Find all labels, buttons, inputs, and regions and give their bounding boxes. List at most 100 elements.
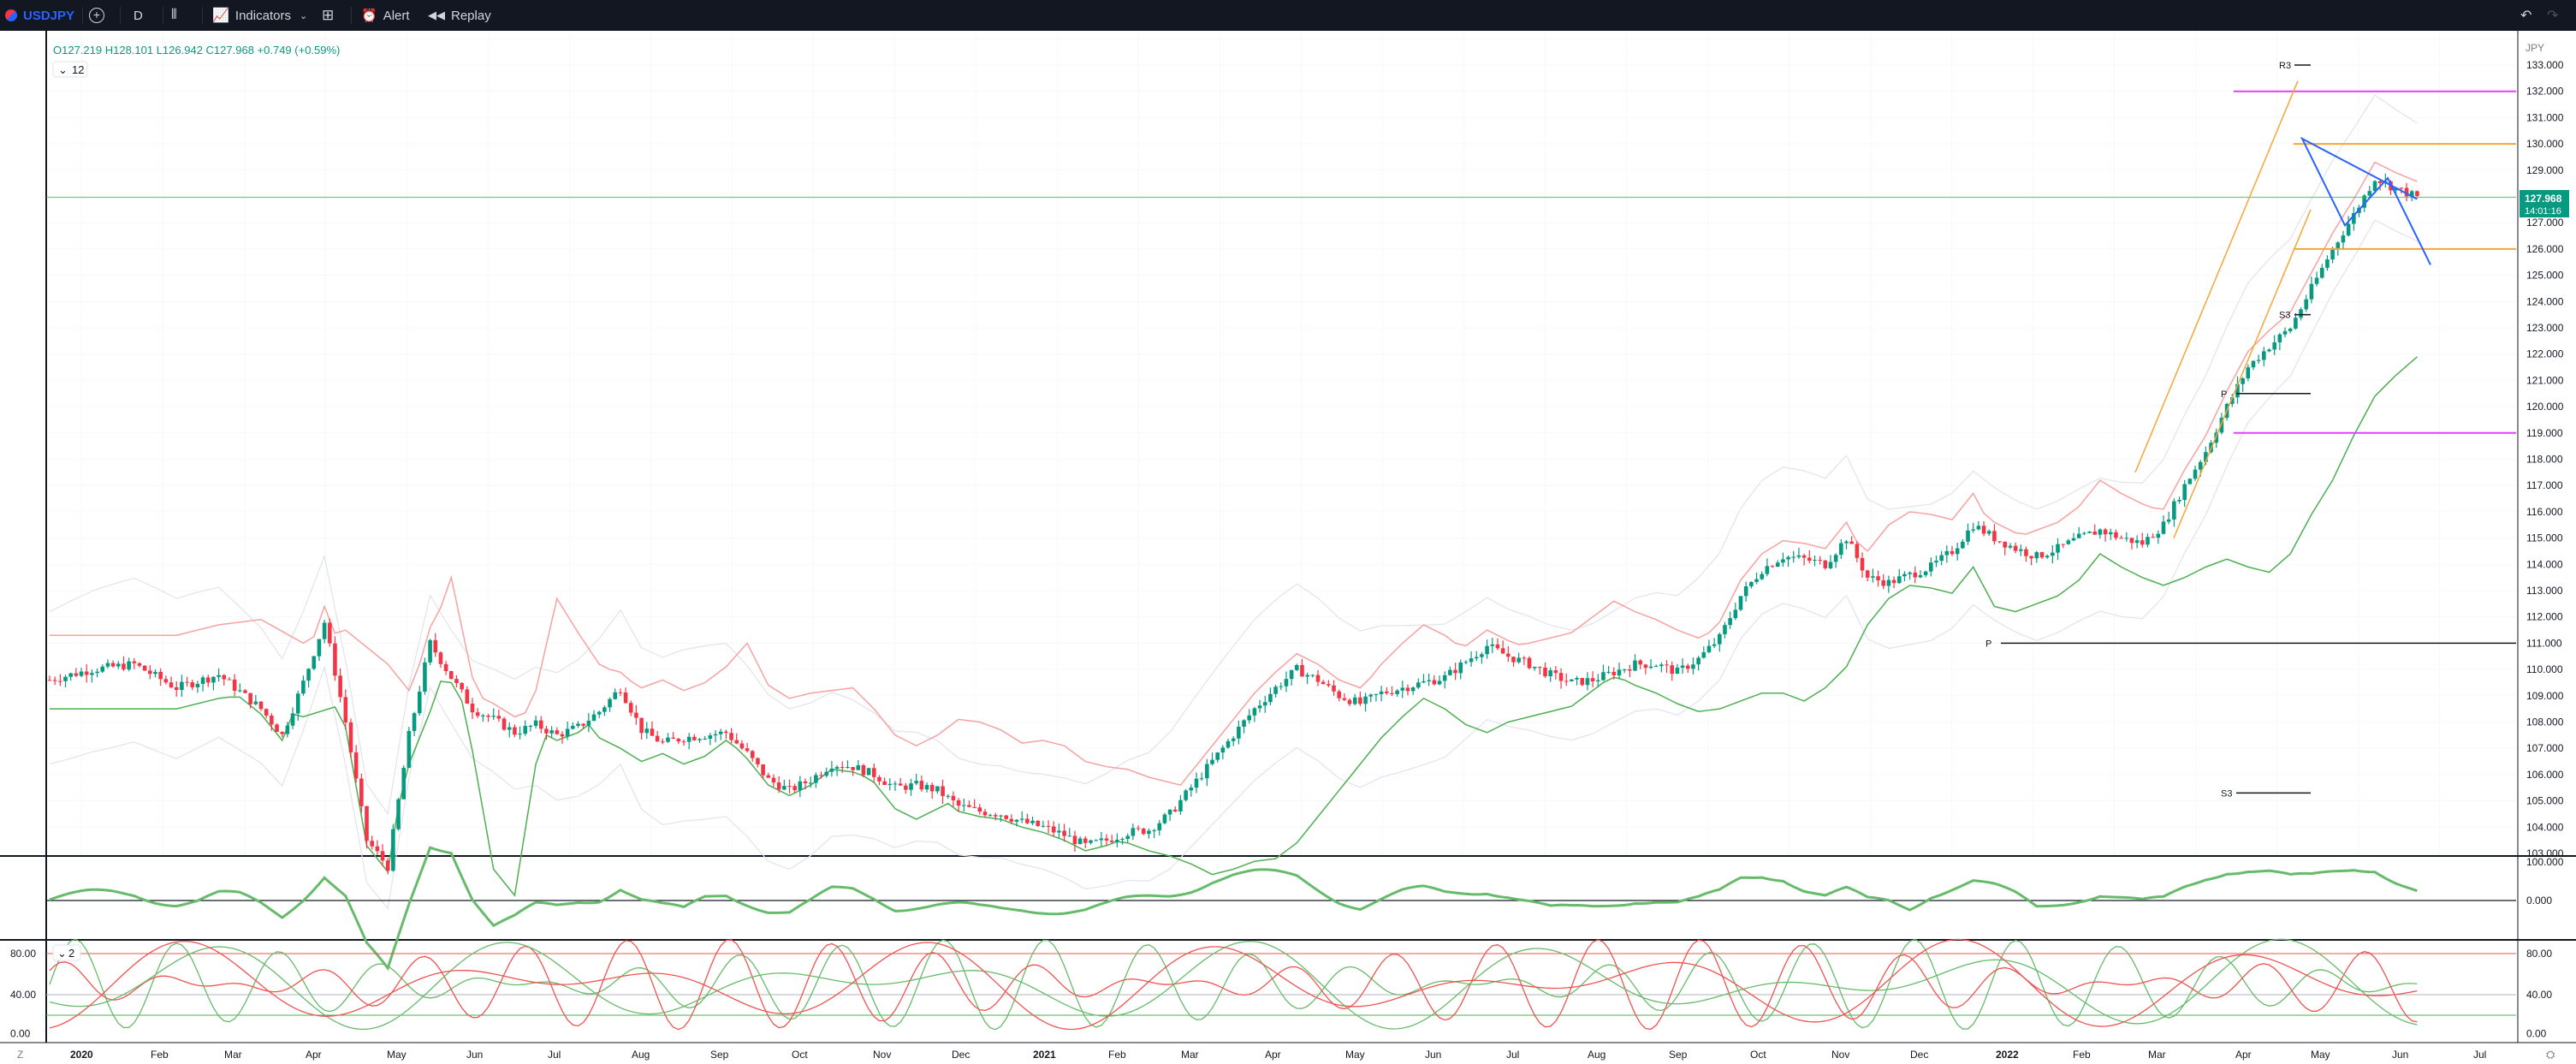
indicators-button[interactable]: 📈 Indicators — [212, 0, 291, 31]
price-tick: 115.000 — [2526, 532, 2563, 544]
candle-body — [776, 782, 781, 790]
compare-button[interactable]: + — [89, 0, 104, 31]
candle-body — [1944, 550, 1950, 556]
candle-body — [2309, 283, 2314, 300]
time-tick: Nov — [873, 1049, 891, 1061]
chart-canvas[interactable]: R3 S3 P P S3 133.000 132.000 131.000 130.000 129… — [0, 31, 2576, 1064]
candle-body — [750, 751, 755, 758]
resistance-trail — [50, 161, 2418, 787]
replay-button[interactable]: ◀◀ Replay — [428, 0, 491, 31]
time-tick: Aug — [1588, 1049, 1606, 1061]
candle-body — [935, 786, 940, 792]
candle-body — [1115, 839, 1119, 842]
time-axis-settings-icon[interactable]: ⛭ — [2546, 1048, 2555, 1061]
candle-body — [1257, 705, 1262, 709]
candle-body — [1379, 691, 1384, 694]
candle-body — [650, 728, 655, 736]
candle-body — [137, 663, 142, 666]
candles — [47, 173, 2419, 875]
undo-button[interactable]: ↶ — [2520, 0, 2531, 31]
chart-type-button[interactable]: ⫴ — [171, 0, 177, 31]
candle-body — [2394, 187, 2398, 191]
candle-body — [1009, 818, 1014, 822]
candle-body — [2151, 537, 2155, 538]
time-axis[interactable]: 2020 Feb Mar Apr May Jun Jul Aug Sep Oct Nov Dec 202… — [70, 1049, 2486, 1061]
time-tick: 2021 — [1033, 1049, 1056, 1061]
candle-body — [2103, 529, 2108, 535]
candle-body — [1395, 690, 1399, 694]
indicator-collapse-button[interactable]: ⌄ 12 — [52, 61, 88, 78]
interval-button[interactable]: D — [134, 0, 143, 31]
candle-body — [1120, 839, 1125, 841]
trend-channel-lower — [2173, 209, 2312, 538]
candle-body — [2241, 378, 2245, 384]
alert-button[interactable]: ⏰ Alert — [361, 0, 410, 31]
candle-body — [217, 675, 221, 677]
candle-body — [443, 663, 448, 672]
candle-body — [1934, 561, 1938, 563]
candle-body — [1485, 645, 1489, 655]
candle-body — [686, 736, 691, 742]
candle-body — [1685, 665, 1690, 669]
candle-body — [1506, 653, 1511, 657]
pane3-tick-left: 80.00 — [10, 948, 36, 960]
candle-body — [1172, 809, 1178, 811]
candle-body — [597, 711, 602, 715]
candle-body — [1992, 531, 1997, 542]
candle-body — [1099, 838, 1104, 841]
candle-body — [180, 681, 184, 691]
candle-body — [338, 675, 342, 698]
plus-circle-icon: + — [89, 8, 104, 23]
redo-button[interactable]: ↷ — [2547, 0, 2558, 31]
layouts-button[interactable]: ⊞ — [322, 0, 334, 31]
candle-body — [1252, 708, 1257, 716]
candle-body — [1706, 645, 1712, 652]
drawings[interactable]: R3 S3 P P S3 — [46, 61, 2516, 799]
candle-body — [639, 717, 644, 734]
candle-body — [819, 775, 823, 776]
candle-body — [782, 786, 786, 790]
symbol-search[interactable]: USDJPY — [5, 0, 74, 31]
candle-body — [1226, 740, 1231, 748]
candle-body — [628, 703, 633, 713]
candle-body — [824, 771, 829, 776]
candle-body — [718, 731, 723, 734]
candle-body — [1400, 687, 1405, 691]
time-tick: May — [387, 1049, 407, 1061]
pane3-collapse-button[interactable]: ⌄ 2 — [52, 944, 81, 961]
candle-body — [1215, 752, 1220, 760]
candle-body — [1210, 759, 1214, 764]
candle-body — [1876, 576, 1880, 580]
undo-icon: ↶ — [2520, 9, 2532, 23]
candle-body — [513, 727, 517, 735]
candle-body — [872, 768, 876, 777]
candle-body — [1104, 838, 1109, 841]
candle-body — [1368, 694, 1374, 697]
candle-body — [1913, 572, 1918, 578]
price-tick: 125.000 — [2526, 270, 2564, 282]
candle-body — [1659, 664, 1664, 667]
price-axis[interactable]: 133.000132.000131.000130.000129.000128.0… — [2526, 59, 2564, 859]
candle-body — [1670, 665, 1675, 675]
time-tick: Mar — [1181, 1049, 1199, 1061]
price-tick: 116.000 — [2526, 506, 2563, 518]
time-tick: 2020 — [70, 1049, 93, 1061]
candle-body — [317, 639, 322, 657]
candle-body — [2267, 349, 2271, 352]
candle-body — [1828, 562, 1833, 568]
candle-body — [671, 737, 675, 740]
candle-body — [1194, 778, 1199, 788]
indicator-templates-dropdown[interactable]: ⌄ — [300, 0, 307, 31]
candle-body — [2056, 544, 2060, 553]
candle-body — [1390, 692, 1394, 694]
candle-body — [2272, 342, 2276, 350]
candle-body — [576, 723, 580, 727]
candle-body — [47, 680, 52, 681]
candle-body — [1077, 838, 1083, 844]
candle-body — [1781, 559, 1785, 563]
candle-body — [914, 781, 918, 784]
candle-body — [1237, 726, 1241, 739]
currency-label[interactable]: JPY — [2526, 42, 2544, 54]
scale-mode-button[interactable]: Z — [17, 1049, 23, 1061]
time-tick: Feb — [151, 1049, 169, 1061]
